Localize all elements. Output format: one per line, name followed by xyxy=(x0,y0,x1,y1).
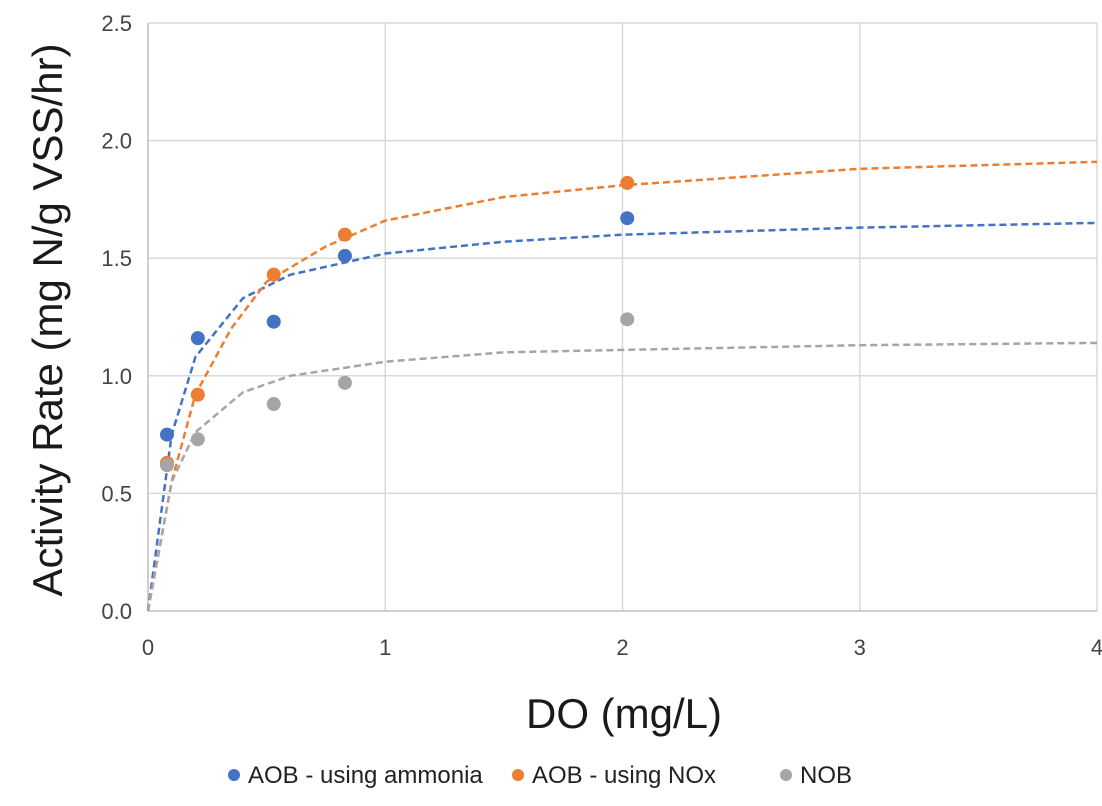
x-tick-label: 3 xyxy=(854,635,866,660)
legend-label: AOB - using ammonia xyxy=(248,762,483,789)
data-point xyxy=(337,227,352,242)
data-point xyxy=(159,427,174,442)
y-axis-tick-labels: 0.0 0.5 1.0 1.5 2.0 2.5 xyxy=(101,11,132,624)
y-tick-label: 1.0 xyxy=(101,364,132,389)
y-axis-title: Activity Rate (mg N/g VSS/hr) xyxy=(24,43,71,596)
trendline xyxy=(146,160,1098,612)
y-tick-label: 2.0 xyxy=(101,129,132,154)
trendlines xyxy=(146,160,1098,612)
data-point xyxy=(190,432,205,447)
y-tick-label: 2.5 xyxy=(101,11,132,36)
axes xyxy=(147,23,1097,612)
legend-label: NOB xyxy=(800,762,852,789)
y-tick-label: 0.0 xyxy=(101,599,132,624)
legend-marker xyxy=(780,769,792,781)
legend-marker xyxy=(228,769,240,781)
x-axis-title: DO (mg/L) xyxy=(526,690,722,737)
x-tick-label: 0 xyxy=(142,635,154,660)
data-point xyxy=(190,387,205,402)
x-tick-label: 1 xyxy=(379,635,391,660)
data-points xyxy=(159,175,635,473)
legend: AOB - using ammonia AOB - using NOx NOB xyxy=(228,762,852,789)
y-tick-label: 1.5 xyxy=(101,246,132,271)
data-point xyxy=(266,314,281,329)
legend-marker xyxy=(512,769,524,781)
data-point xyxy=(337,375,352,390)
data-point xyxy=(190,331,205,346)
data-point xyxy=(620,312,635,327)
x-tick-label: 4 xyxy=(1091,635,1102,660)
data-point xyxy=(266,267,281,282)
x-tick-label: 2 xyxy=(616,635,628,660)
legend-label: AOB - using NOx xyxy=(532,762,716,789)
y-tick-label: 0.5 xyxy=(101,481,132,506)
x-axis-tick-labels: 0 1 2 3 4 xyxy=(142,635,1102,660)
trendline xyxy=(146,221,1098,612)
data-point xyxy=(266,397,281,412)
trendline xyxy=(146,341,1098,612)
data-point xyxy=(337,248,352,263)
data-point xyxy=(620,211,635,226)
data-point xyxy=(620,175,635,190)
data-point xyxy=(159,458,174,473)
